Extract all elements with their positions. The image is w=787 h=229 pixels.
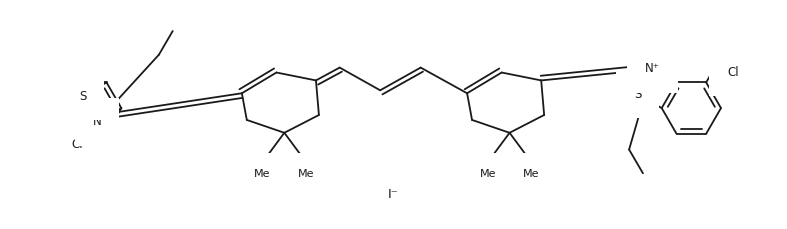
Text: Me: Me [297,169,314,179]
Text: Me: Me [523,169,540,179]
Text: Me: Me [254,169,271,179]
Text: I⁻: I⁻ [388,188,398,201]
Text: Me: Me [479,169,496,179]
Text: N⁺: N⁺ [645,62,660,75]
Text: Cl: Cl [71,137,83,150]
Text: Cl: Cl [727,66,738,79]
Text: N: N [93,115,102,128]
Text: S: S [79,90,87,103]
Text: S: S [634,88,641,101]
